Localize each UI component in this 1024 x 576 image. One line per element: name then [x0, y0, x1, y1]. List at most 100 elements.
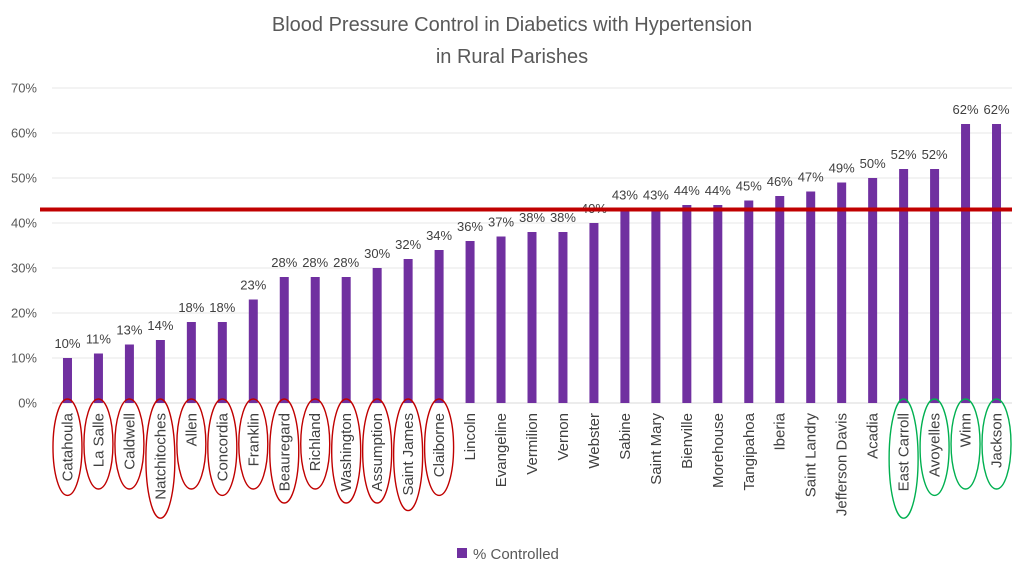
data-label: 34% — [426, 228, 452, 243]
bar — [713, 205, 723, 403]
category-label: Vernon — [555, 413, 572, 461]
category-label: Acadia — [865, 412, 882, 459]
data-label: 13% — [116, 323, 142, 338]
annotation-ellipse — [176, 398, 207, 490]
y-tick-label: 0% — [18, 396, 37, 411]
y-tick-label: 60% — [11, 126, 37, 141]
category-label: Jefferson Davis — [834, 413, 851, 516]
bar — [992, 124, 1002, 403]
data-label: 28% — [271, 255, 297, 270]
data-label: 44% — [674, 183, 700, 198]
data-label: 36% — [457, 219, 483, 234]
legend: % Controlled — [457, 546, 559, 563]
legend-swatch — [457, 548, 467, 558]
bar — [372, 268, 382, 403]
data-label: 62% — [984, 102, 1010, 117]
category-label: Bienville — [679, 413, 696, 469]
category-label: Washington — [338, 413, 355, 492]
category-label: Tangipahoa — [741, 412, 758, 490]
bar — [620, 209, 630, 403]
category-label: Winn — [958, 413, 975, 447]
bar — [651, 209, 661, 403]
bar — [155, 340, 165, 403]
bar — [434, 250, 444, 403]
bar — [868, 178, 878, 403]
category-label: Assumption — [369, 413, 386, 491]
data-label: 38% — [519, 210, 545, 225]
data-label: 62% — [953, 102, 979, 117]
category-label: Lincoln — [462, 413, 479, 461]
category-label: East Carroll — [896, 413, 913, 491]
category-label: Saint Mary — [648, 413, 665, 485]
annotation-ellipse — [330, 398, 362, 504]
data-label: 11% — [86, 332, 111, 347]
bar — [744, 200, 754, 403]
bar — [341, 277, 351, 403]
category-label: Concordia — [214, 412, 231, 481]
bar — [248, 299, 258, 403]
annotation-ellipse — [300, 398, 331, 490]
category-label: Vermilion — [524, 413, 541, 475]
annotation-ellipse — [83, 398, 114, 490]
bars — [62, 124, 1002, 403]
bar — [62, 358, 72, 403]
annotation-ellipse — [423, 398, 455, 497]
category-label: Webster — [586, 413, 603, 469]
data-label: 45% — [736, 179, 762, 194]
data-label: 28% — [302, 255, 328, 270]
data-label: 37% — [488, 215, 514, 230]
category-label: Evangeline — [493, 413, 510, 487]
category-labels: Catahoula La Salle Caldwell Natchitoches All… — [59, 412, 1005, 516]
data-label: 43% — [643, 188, 669, 203]
annotation-ellipse — [207, 398, 238, 497]
data-label: 28% — [333, 255, 359, 270]
data-label: 43% — [612, 188, 638, 203]
category-label: Morehouse — [710, 413, 727, 488]
bar — [899, 169, 909, 403]
category-label: Saint James — [400, 413, 417, 496]
category-label: Beauregard — [276, 413, 293, 491]
annotation-ellipse — [361, 398, 393, 504]
data-label: 46% — [767, 174, 793, 189]
category-label: Natchitoches — [152, 413, 169, 500]
data-label: 23% — [240, 278, 266, 293]
legend-label: % Controlled — [473, 546, 559, 563]
category-label: Sabine — [617, 413, 634, 460]
annotation-ellipse — [52, 398, 83, 497]
bar — [279, 277, 289, 403]
bar — [465, 241, 475, 403]
category-label: Catahoula — [59, 412, 76, 481]
annotation-circles — [52, 398, 1012, 519]
bar — [124, 344, 134, 403]
data-label: 47% — [798, 170, 824, 185]
data-label: 30% — [364, 246, 390, 261]
y-tick-label: 40% — [11, 216, 37, 231]
bar — [93, 353, 103, 403]
data-label: 50% — [860, 156, 886, 171]
annotation-ellipse — [888, 398, 919, 519]
bar — [682, 205, 692, 403]
bar — [806, 191, 816, 403]
chart-title-line-2: in Rural Parishes — [436, 46, 588, 68]
annotation-ellipse — [392, 398, 424, 512]
y-tick-label: 20% — [11, 306, 37, 321]
bar — [558, 232, 568, 403]
y-tick-label: 70% — [11, 81, 37, 96]
y-axis-ticks: 0% 10% 20% 30% 40% 50% 60% 70% — [11, 81, 37, 411]
category-label: Avoyelles — [927, 413, 944, 477]
category-label: Caldwell — [121, 413, 138, 470]
annotation-ellipse — [145, 398, 176, 519]
annotation-ellipse — [950, 398, 981, 490]
data-label: 52% — [922, 147, 948, 162]
bar — [527, 232, 537, 403]
category-label: Franklin — [245, 413, 262, 466]
annotation-ellipse — [981, 398, 1012, 490]
data-label: 18% — [209, 300, 235, 315]
bar — [310, 277, 320, 403]
annotation-ellipse — [238, 398, 269, 490]
y-tick-label: 10% — [11, 351, 37, 366]
bar — [837, 182, 847, 403]
annotation-ellipse — [114, 398, 145, 490]
data-label: 10% — [54, 336, 80, 351]
